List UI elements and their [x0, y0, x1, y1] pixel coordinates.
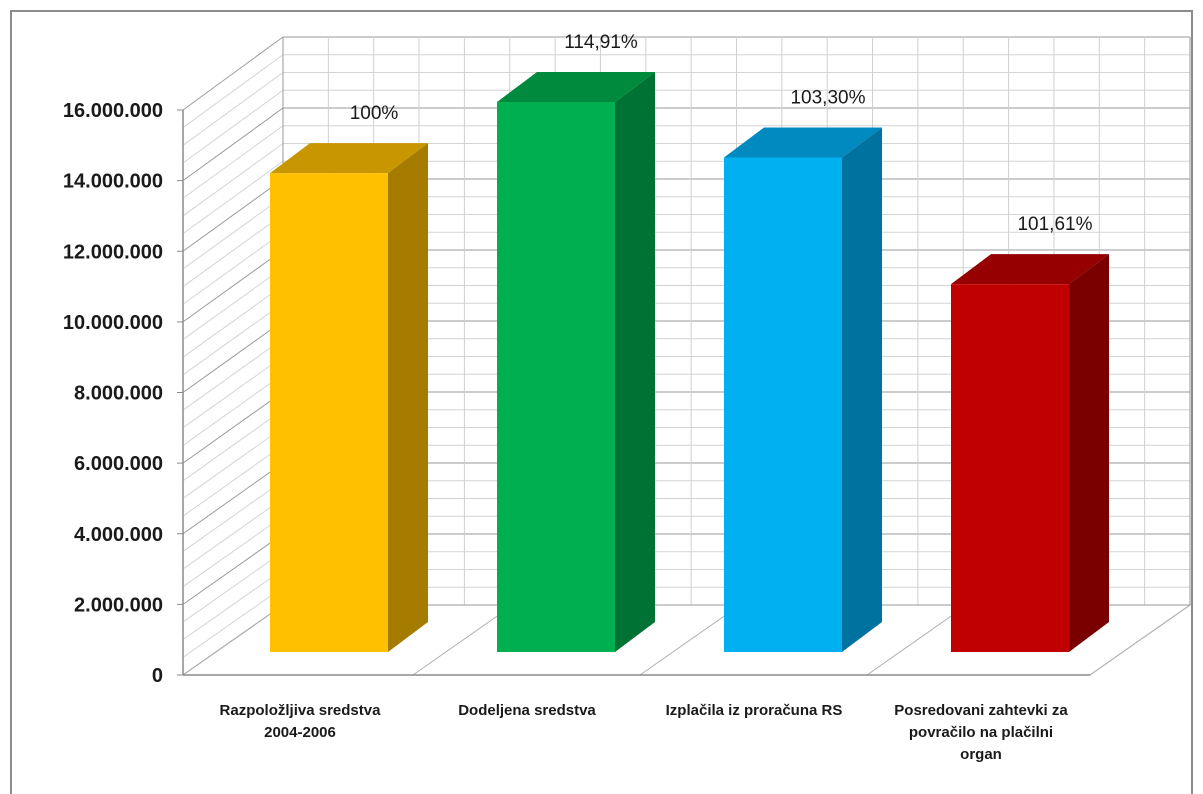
bar	[270, 143, 428, 652]
bar	[951, 254, 1109, 653]
side-wall-gridline	[182, 196, 284, 270]
x-category-label-line: 2004-2006	[264, 724, 336, 741]
y-tick-label: 4.000.000	[74, 524, 163, 546]
x-category-label: Izplačila iz proračuna RS	[654, 700, 854, 722]
side-wall-gridline	[182, 143, 284, 217]
x-category-label-line: Dodeljena sredstva	[458, 702, 596, 719]
y-tick-label: 6.000.000	[74, 453, 163, 475]
floor-separator	[412, 604, 514, 676]
data-label: 101,61%	[1017, 214, 1092, 235]
side-wall-gridline	[182, 409, 284, 482]
y-tick-label: 12.000.000	[63, 241, 163, 263]
side-wall-gridline	[182, 498, 284, 570]
bar-side-face	[388, 143, 428, 652]
side-wall-gridline	[182, 178, 284, 252]
bar-top-face	[951, 254, 1109, 285]
bar-top-face	[270, 143, 428, 174]
side-wall-gridline	[182, 462, 284, 535]
side-wall-gridline	[182, 214, 284, 287]
bar-side-face	[842, 127, 882, 652]
y-tick-label: 2.000.000	[74, 594, 163, 616]
bar	[497, 72, 655, 652]
bar-front-face	[270, 173, 388, 652]
side-wall-gridline	[182, 444, 284, 517]
bar-side-face	[1069, 254, 1109, 653]
x-category-label: Razpoložljiva sredstva 2004-2006	[200, 700, 400, 744]
x-category-label-line: Izplačila iz proračuna RS	[665, 702, 843, 719]
side-wall-gridline	[182, 89, 284, 164]
bar-front-face	[724, 157, 842, 652]
floor-separator	[639, 604, 741, 676]
side-wall-gridline	[182, 586, 284, 658]
side-wall-gridline	[182, 125, 284, 199]
y-axis-tick-labels: 0 2.000.000 4.000.000 6.000.000 8.000.000 10.…	[63, 100, 183, 687]
side-wall-gridline	[182, 160, 284, 234]
side-wall-gridline	[182, 391, 284, 464]
side-wall-gridline	[182, 515, 284, 588]
side-wall-gridline	[182, 373, 284, 446]
floor-separator	[182, 604, 284, 676]
bar-front-face	[497, 102, 615, 652]
side-wall-gridline	[182, 231, 284, 305]
data-labels: 100% 114,91% 103,30% 101,61%	[350, 32, 1093, 235]
x-category-label-line: Posredovani zahtevki za	[894, 702, 1068, 719]
y-tick-label: 8.000.000	[74, 383, 163, 405]
data-label: 103,30%	[790, 88, 865, 109]
side-wall-gridline	[182, 551, 284, 623]
x-category-label-line: povračilo na plačilni	[908, 724, 1054, 741]
side-wall-gridline	[182, 249, 284, 323]
y-tick-label: 0	[152, 665, 163, 687]
side-wall-gridline	[182, 267, 284, 340]
bar-front-face	[951, 284, 1069, 652]
side-wall-gridline	[182, 427, 284, 499]
bars	[270, 72, 1109, 653]
side-wall-gridline	[182, 302, 284, 376]
x-category-label-line: organ	[960, 746, 1002, 763]
side-wall-gridline	[182, 338, 284, 411]
bar-top-face	[724, 127, 882, 158]
side-wall-gridline	[182, 533, 284, 605]
side-wall-gridline	[182, 107, 284, 182]
bar	[724, 127, 882, 652]
side-wall-gridline	[182, 569, 284, 641]
bar-top-face	[497, 72, 655, 102]
data-label: 114,91%	[564, 32, 638, 53]
side-wall-gridline	[182, 480, 284, 552]
x-category-label: Dodeljena sredstva	[427, 700, 627, 722]
side-wall-gridline	[182, 320, 284, 393]
side-wall-gridline	[182, 36, 284, 111]
floor-separator	[1089, 604, 1191, 676]
y-tick-label: 10.000.000	[63, 312, 163, 334]
side-wall-gridline	[182, 72, 284, 146]
side-wall-gridline	[182, 54, 284, 129]
side-wall-gridline	[182, 285, 284, 358]
floor-separator	[866, 604, 968, 676]
bar-side-face	[615, 72, 655, 652]
x-category-label: Posredovani zahtevki za povračilo na plač…	[881, 700, 1081, 766]
x-category-label-line: Razpoložljiva sredstva	[219, 702, 381, 719]
data-label: 100%	[350, 103, 399, 124]
side-wall-gridline	[182, 356, 284, 429]
y-tick-label: 16.000.000	[63, 100, 163, 122]
y-tick-label: 14.000.000	[63, 171, 163, 193]
